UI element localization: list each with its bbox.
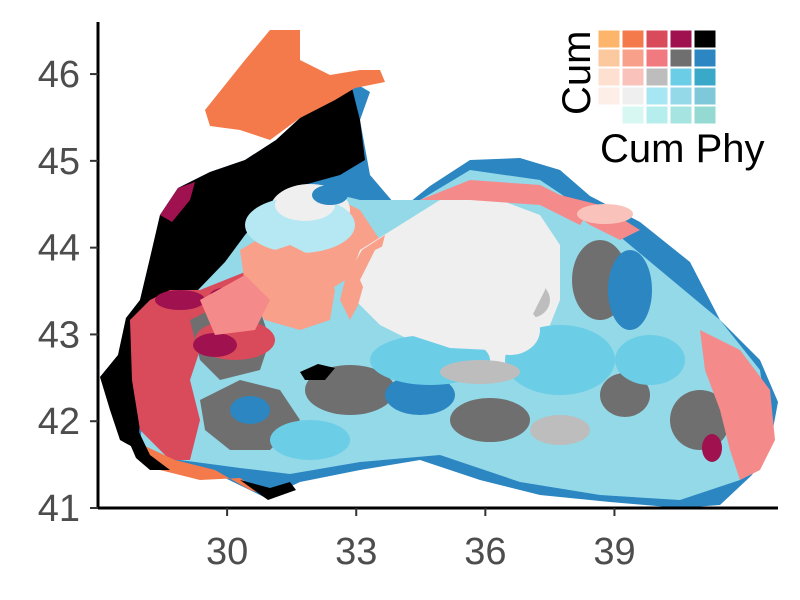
x-tick-label: 36 bbox=[464, 531, 506, 573]
legend-cell bbox=[645, 48, 669, 68]
sea-patch bbox=[270, 420, 350, 460]
sw-black-edge bbox=[100, 377, 170, 470]
y-tick-label: 46 bbox=[38, 54, 80, 96]
plume-edge bbox=[160, 182, 195, 222]
legend-cell bbox=[645, 105, 669, 125]
x-tick-label: 39 bbox=[593, 531, 635, 573]
sea-patch bbox=[385, 375, 455, 415]
y-tick-label: 43 bbox=[38, 314, 80, 356]
legend-cell bbox=[597, 29, 621, 49]
legend-cell bbox=[621, 67, 645, 87]
sea-patch bbox=[577, 204, 633, 224]
legend-cell bbox=[669, 86, 693, 106]
bivariate-legend: Cum Cum Phy bbox=[555, 29, 765, 171]
legend-cell bbox=[693, 86, 717, 106]
x-tick-label: 33 bbox=[335, 531, 377, 573]
legend-cell bbox=[645, 67, 669, 87]
legend-grid bbox=[597, 29, 717, 125]
legend-cell bbox=[669, 105, 693, 125]
legend-cell bbox=[597, 86, 621, 106]
sea-patch bbox=[702, 434, 722, 462]
sea-patch bbox=[305, 365, 395, 415]
sea-patch bbox=[450, 398, 530, 442]
legend-cell bbox=[669, 29, 693, 49]
sea-patch bbox=[530, 415, 590, 445]
y-tick-label: 45 bbox=[38, 141, 80, 183]
x-tick-label: 30 bbox=[206, 531, 248, 573]
legend-cell bbox=[621, 86, 645, 106]
sea-patch bbox=[608, 250, 652, 330]
legend-cell bbox=[669, 67, 693, 87]
legend-cell bbox=[621, 105, 645, 125]
sw-coast-orange bbox=[132, 440, 266, 495]
y-tick-label: 41 bbox=[38, 488, 80, 530]
sea-patch bbox=[312, 185, 348, 205]
danube-plume bbox=[205, 30, 385, 140]
y-tick-label: 44 bbox=[38, 228, 80, 270]
legend-cell bbox=[597, 67, 621, 87]
axes bbox=[96, 22, 778, 510]
y-ticks: 41 42 43 44 45 46 bbox=[38, 54, 98, 530]
sea-patch bbox=[193, 333, 237, 357]
legend-cell bbox=[645, 86, 669, 106]
legend-cell bbox=[693, 105, 717, 125]
sea-region bbox=[240, 480, 296, 500]
legend-title-x: Cum Phy bbox=[600, 127, 765, 171]
y-tick-label: 42 bbox=[38, 401, 80, 443]
legend-title-y: Cum bbox=[555, 31, 599, 115]
sea-region bbox=[200, 275, 270, 335]
sea-patch bbox=[615, 335, 685, 385]
sea-region bbox=[245, 245, 335, 330]
legend-cell bbox=[645, 29, 669, 49]
legend-cell bbox=[597, 48, 621, 68]
nw-shelf-black bbox=[100, 88, 365, 450]
sea-patch bbox=[440, 360, 520, 384]
legend-cell bbox=[621, 29, 645, 49]
sea-patch bbox=[480, 305, 540, 355]
sea-patch bbox=[155, 290, 205, 310]
sea-patch bbox=[600, 373, 650, 417]
sea-raster bbox=[100, 30, 778, 508]
legend-cell bbox=[621, 48, 645, 68]
sea-region bbox=[300, 364, 335, 380]
east-pink bbox=[700, 330, 775, 480]
legend-cell bbox=[669, 48, 693, 68]
sea-patch bbox=[230, 396, 270, 424]
legend-cell bbox=[693, 29, 717, 49]
legend-cell bbox=[693, 67, 717, 87]
legend-cell bbox=[693, 48, 717, 68]
x-ticks: 30 33 36 39 bbox=[206, 508, 636, 573]
sea-region bbox=[420, 180, 590, 225]
